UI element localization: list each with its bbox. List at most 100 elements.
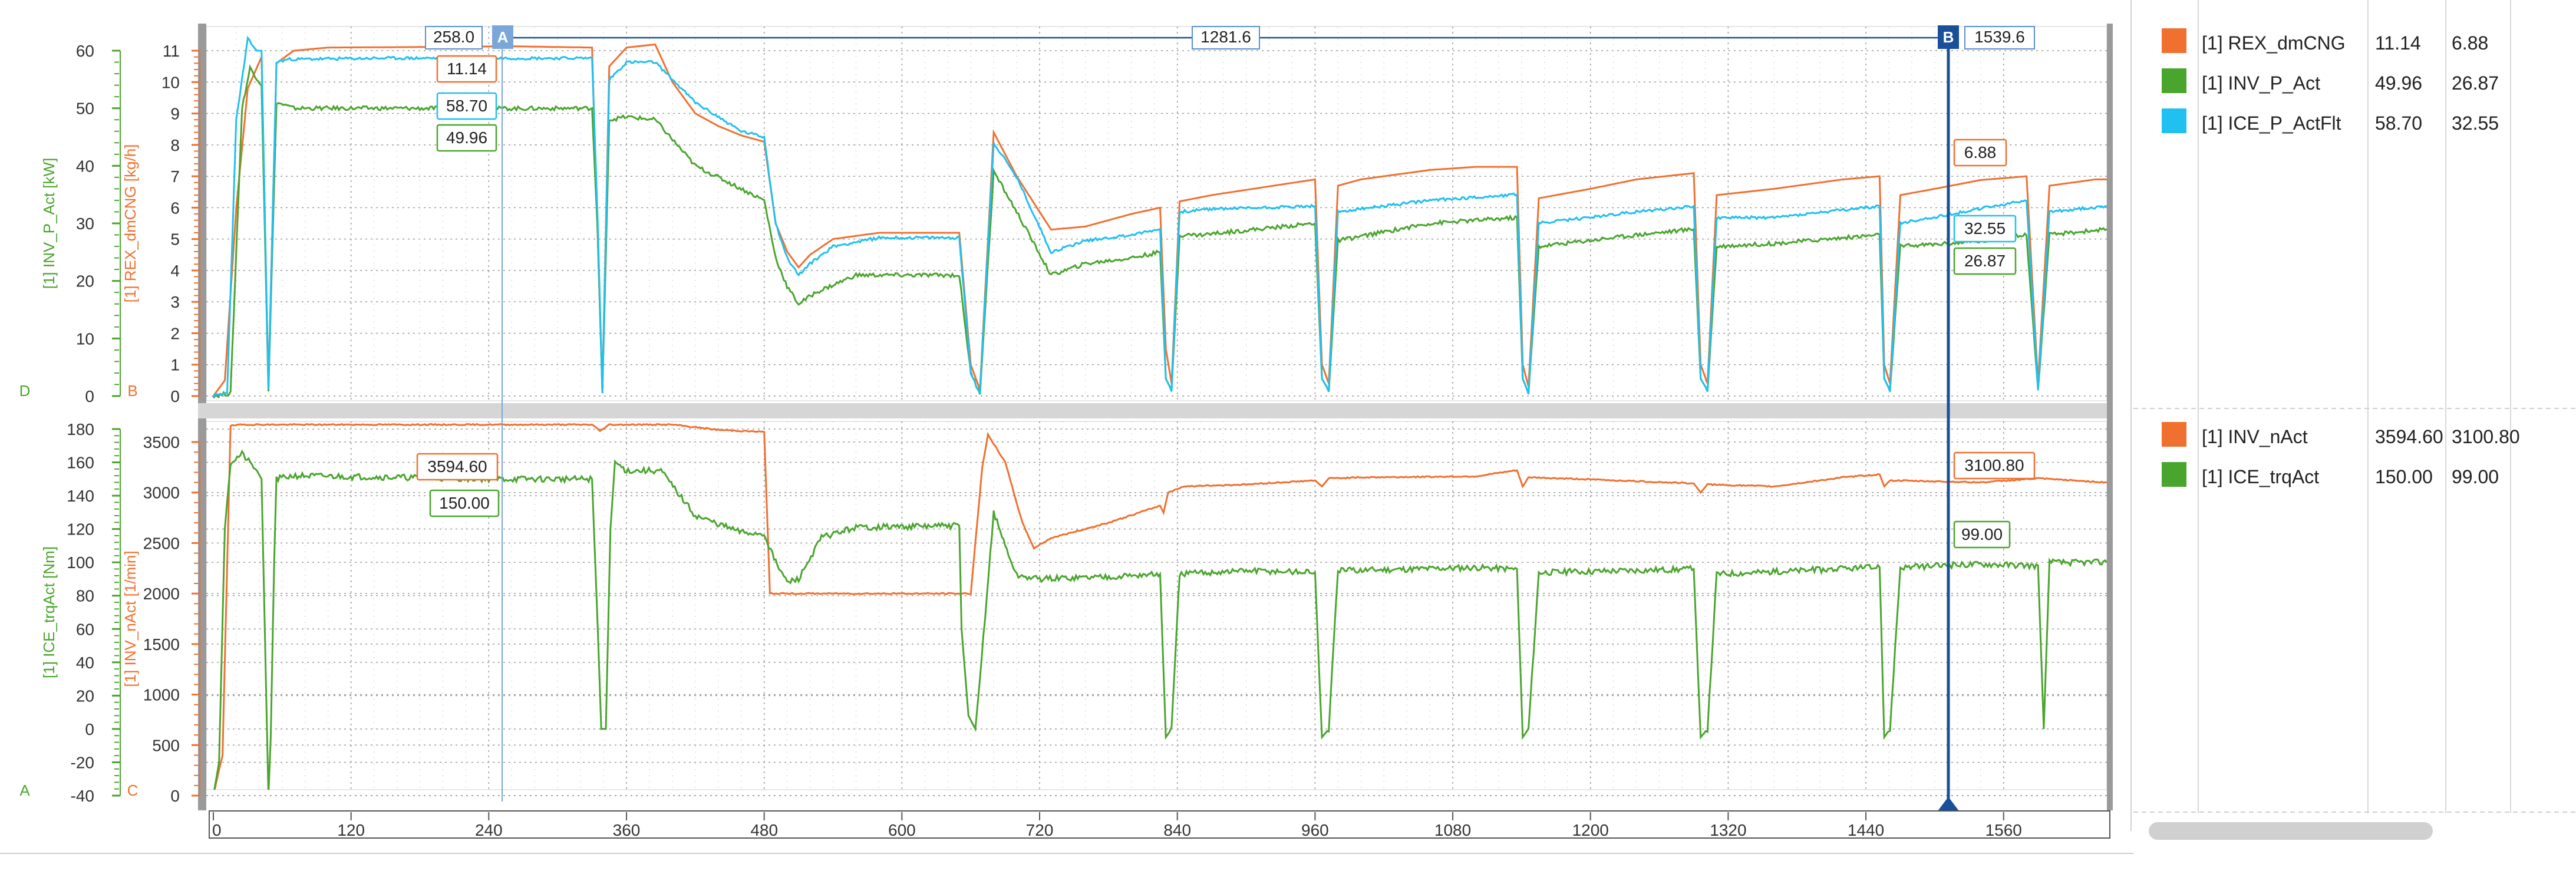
cursor-a-position: 258.0	[433, 28, 474, 46]
series-line--1-inv-nact[interactable]	[213, 423, 2107, 796]
cursor-b-marker-label: B	[1943, 28, 1954, 46]
legend-row-ice-trqact[interactable]: [1] ICE_trqAct 150.00 99.00	[2162, 462, 2499, 487]
legend-value-b: 32.55	[2452, 113, 2499, 134]
series-line--1-ice-trqact[interactable]	[213, 449, 2107, 796]
inv-p-act-cursor-b-value: 26.87	[1964, 252, 2006, 270]
y-tick-label: 20	[76, 687, 94, 705]
legend-row-inv-nact[interactable]: [1] INV_nAct 3594.60 3100.80	[2162, 422, 2520, 447]
y-tick-label: 5	[170, 230, 180, 249]
y-tick-label: 100	[67, 553, 94, 572]
ice-p-actflt-cursor-a-value: 58.70	[446, 97, 487, 115]
color-swatch	[2162, 462, 2186, 487]
splitter-right[interactable]	[2107, 24, 2113, 810]
legend-panel: [1] REX_dmCNG 11.14 6.88 [1] INV_P_Act 4…	[2130, 0, 2576, 840]
x-tick-label: 1080	[1434, 821, 1471, 839]
x-tick-label: 600	[888, 821, 916, 839]
value-box	[429, 489, 500, 517]
legend-row-inv-p-act[interactable]: [1] INV_P_Act 49.96 26.87	[2162, 68, 2499, 94]
y-tick-label: 140	[67, 487, 94, 505]
cursor-b-handle[interactable]	[1938, 797, 1959, 811]
value-box	[1953, 520, 2011, 549]
horizontal-scrollbar-thumb[interactable]	[2149, 822, 2433, 840]
y-tick-label: 80	[76, 587, 94, 605]
value-box	[436, 55, 497, 83]
y-tick-label: 9	[170, 105, 180, 123]
cursor-b-position: 1539.6	[1974, 28, 2025, 46]
cursor-b-marker[interactable]	[1938, 25, 1959, 49]
axis-id-c: C	[127, 781, 138, 799]
cursor-b[interactable]	[1938, 29, 1959, 811]
rex-dmcng-cursor-a-value: 11.14	[447, 60, 487, 78]
y-tick-label: 40	[76, 654, 94, 672]
cursor-b-position-box	[1964, 26, 2035, 50]
plot-area-top[interactable]	[206, 26, 2107, 401]
color-swatch	[2162, 28, 2186, 53]
y-tick-label: 1500	[143, 635, 180, 654]
grid-bottom	[206, 428, 2107, 796]
series-line--1-rex-dmcng[interactable]	[212, 43, 2107, 397]
y-tick-label: 50	[76, 100, 94, 118]
grid-vertical	[236, 27, 2004, 790]
cursor-difference: 1281.6	[1200, 28, 1251, 46]
x-axis-bar[interactable]	[209, 810, 2110, 839]
legend-row-rex-dmcng[interactable]: [1] REX_dmCNG 11.14 6.88	[2162, 28, 2488, 54]
axis-id-a: A	[19, 781, 30, 799]
legend-value-b: 3100.80	[2452, 426, 2520, 447]
value-box	[1953, 215, 2017, 243]
color-swatch	[2162, 108, 2186, 133]
y-tick-label: -40	[71, 787, 94, 805]
legend-label: [1] INV_nAct	[2202, 426, 2308, 447]
plot-area-bottom[interactable]	[206, 421, 2107, 790]
legend-value-a: 49.96	[2375, 72, 2422, 94]
legend-label: [1] ICE_P_ActFlt	[2202, 113, 2341, 134]
axis-title-c: [1] INV_nAct [1/min]	[121, 550, 139, 687]
axis-id-b: B	[127, 382, 137, 400]
y-tick-label: 2500	[143, 534, 180, 552]
inv-nact-cursor-b-value: 3100.80	[1964, 456, 2024, 474]
y-tick-label: 60	[76, 620, 94, 638]
axis-title-d: [1] INV_P_Act [kW]	[40, 158, 58, 289]
x-tick-label: 120	[337, 821, 365, 839]
x-tick-label: 720	[1026, 821, 1054, 839]
y-tick-label: -20	[71, 753, 94, 771]
axis-title-a: [1] ICE_trqAct [Nm]	[40, 546, 58, 678]
y-tick-label: 2000	[143, 585, 180, 603]
y-tick-label: 40	[76, 157, 94, 175]
value-box	[436, 124, 497, 152]
y-tick-label: 60	[76, 42, 94, 60]
y-tick-label: 8	[170, 136, 180, 154]
rex-dmcng-cursor-b-value: 6.88	[1964, 143, 1997, 161]
legend-value-b: 6.88	[2452, 32, 2488, 54]
y-tick-label: 3500	[143, 433, 180, 451]
cursor-a-marker-label: A	[497, 28, 509, 46]
legend-row-ice-p-actflt[interactable]: [1] ICE_P_ActFlt 58.70 32.55	[2162, 108, 2499, 134]
legend-value-b: 99.00	[2452, 466, 2499, 487]
value-box	[1953, 247, 2017, 275]
grid-top	[206, 50, 2107, 397]
x-tick-label: 1440	[1848, 821, 1884, 839]
panel-separator[interactable]	[198, 403, 2110, 418]
y-tick-label: 180	[67, 420, 94, 438]
series-line--1-ice-p-actflt[interactable]	[212, 35, 2107, 398]
cursor-a-position-box	[425, 26, 483, 50]
y-tick-label: 160	[67, 454, 94, 472]
legend-value-a: 150.00	[2375, 466, 2433, 487]
y-tick-label: 0	[170, 387, 180, 405]
y-tick-label: 30	[76, 215, 94, 233]
legend-value-b: 26.87	[2452, 72, 2499, 94]
legend-value-a: 11.14	[2375, 32, 2421, 54]
y-tick-label: 10	[161, 73, 180, 91]
cursor-a-marker[interactable]	[492, 25, 513, 49]
color-swatch	[2162, 422, 2186, 447]
legend-value-a: 58.70	[2375, 113, 2422, 134]
x-tick-label: 240	[475, 821, 503, 839]
y-tick-label: 4	[170, 262, 180, 280]
ice-trqact-cursor-b-value: 99.00	[1961, 525, 2003, 543]
y-tick-label: 3	[170, 293, 180, 311]
y-tick-label: 7	[170, 167, 180, 186]
series-line--1-inv-p-act[interactable]	[212, 64, 2107, 399]
y-tick-label: 0	[85, 720, 94, 738]
x-tick-label: 1200	[1572, 821, 1609, 839]
